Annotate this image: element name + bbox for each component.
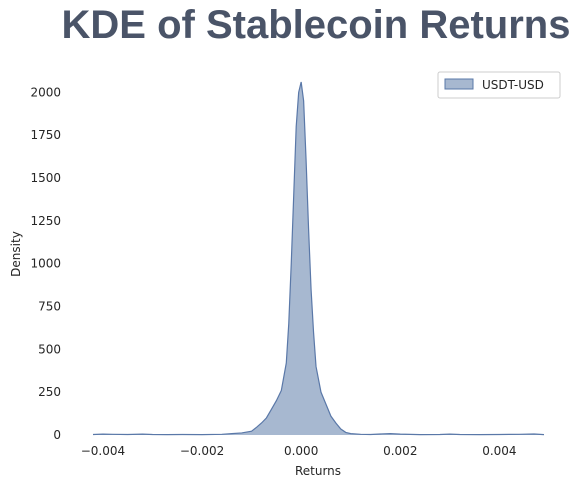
x-tick-label: −0.002 xyxy=(180,444,224,458)
y-tick-label: 500 xyxy=(38,342,61,356)
legend: USDT-USD xyxy=(437,71,561,99)
x-axis-label: Returns xyxy=(295,464,341,478)
x-tick-label: 0.000 xyxy=(284,444,318,458)
x-tick-label: 0.002 xyxy=(383,444,417,458)
y-tick-label: 750 xyxy=(38,299,61,313)
plot-area xyxy=(92,81,545,436)
y-axis-ticks: 0 250 500 750 1000 1250 1500 1750 2000 xyxy=(30,85,61,442)
x-tick-label: −0.004 xyxy=(81,444,125,458)
x-tick-label: 0.004 xyxy=(482,444,516,458)
legend-label-usdt-usd: USDT-USD xyxy=(482,78,544,92)
legend-swatch-usdt-usd xyxy=(444,78,474,90)
y-tick-label: 1750 xyxy=(30,128,61,142)
y-tick-label: 1250 xyxy=(30,214,61,228)
y-tick-label: 1500 xyxy=(30,171,61,185)
y-tick-label: 250 xyxy=(38,385,61,399)
y-tick-label: 0 xyxy=(53,428,61,442)
series-line-usdt-usd xyxy=(92,81,545,436)
y-axis-label: Density xyxy=(9,231,23,277)
y-tick-label: 1000 xyxy=(30,257,61,271)
x-axis-ticks: −0.004 −0.002 0.000 0.002 0.004 xyxy=(81,444,517,458)
y-tick-label: 2000 xyxy=(30,85,61,99)
chart-title: KDE of Stablecoin Returns xyxy=(62,3,571,47)
